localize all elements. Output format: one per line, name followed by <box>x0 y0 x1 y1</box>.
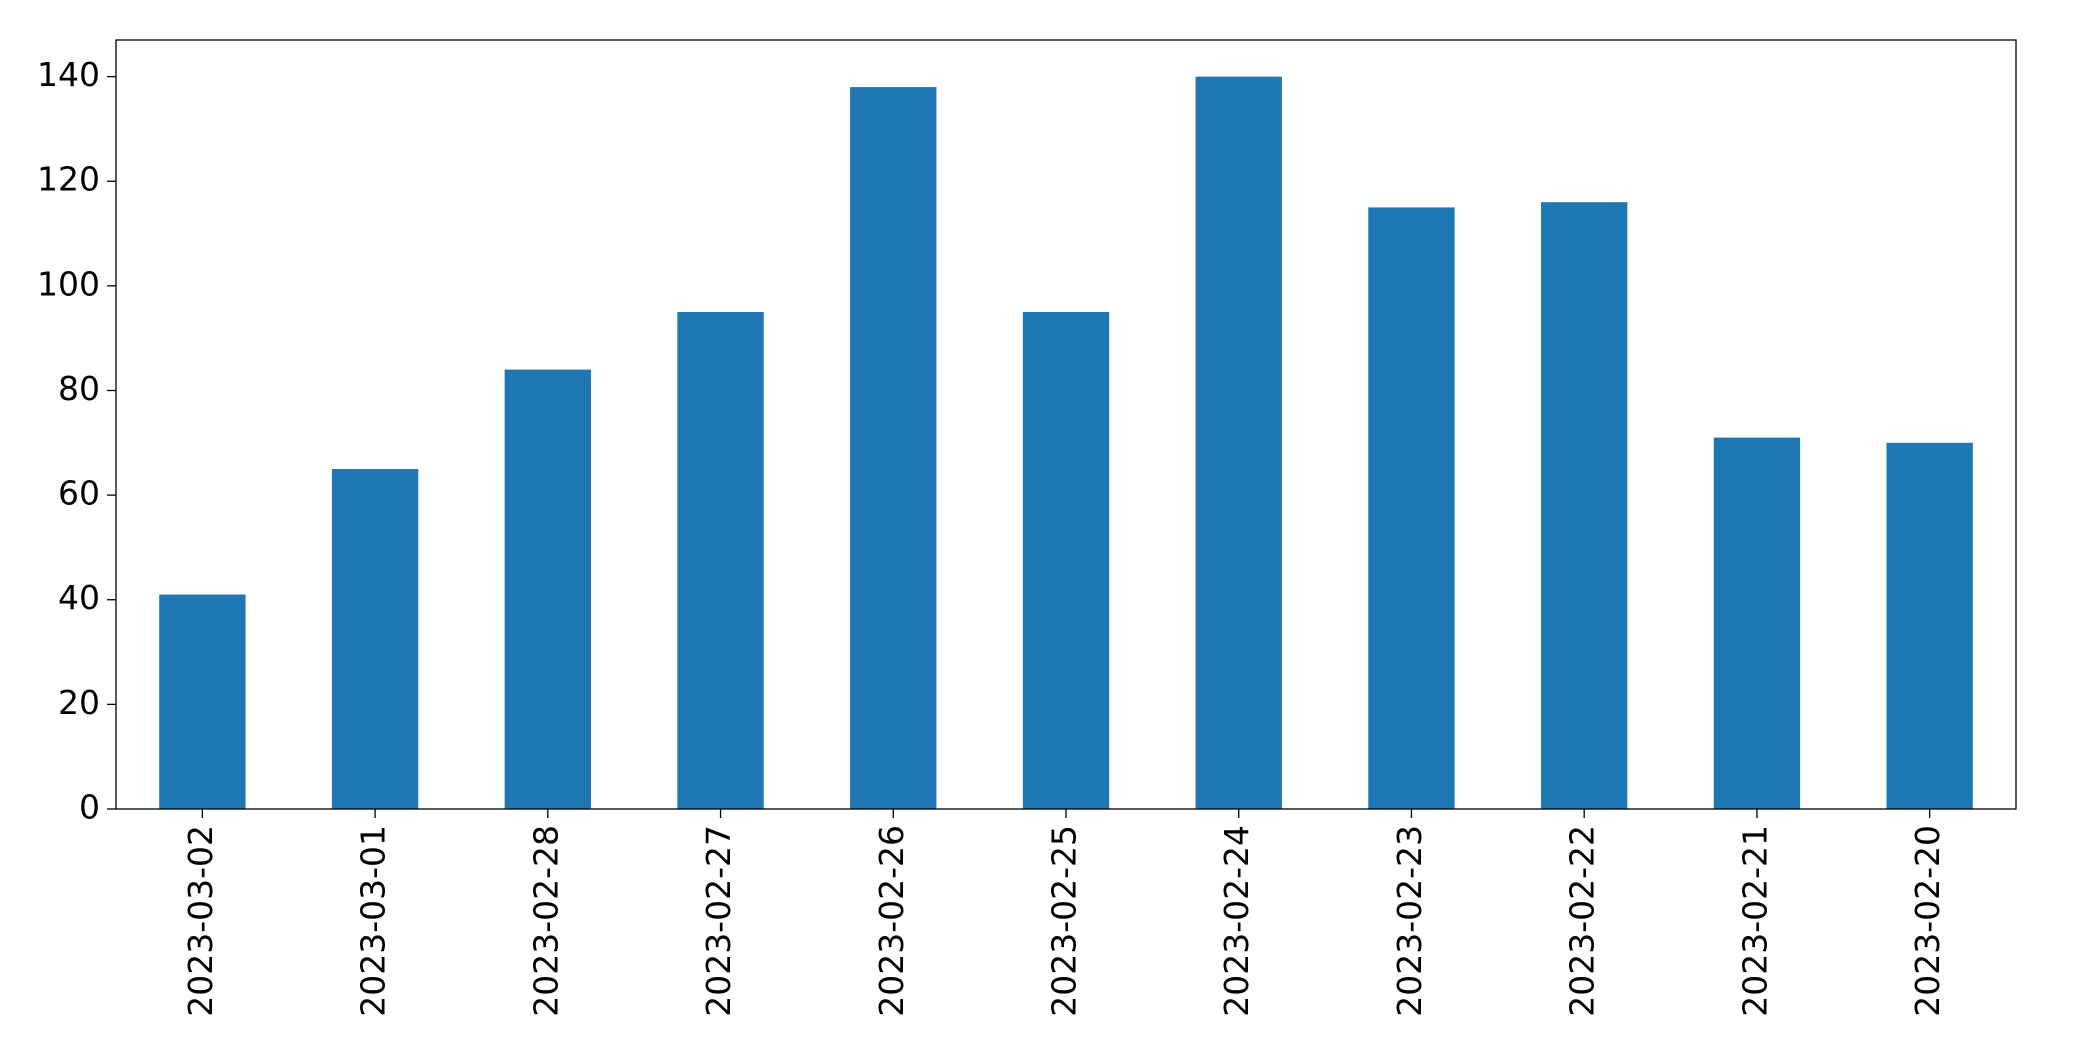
y-tick-label: 20 <box>58 683 100 722</box>
y-tick-label: 60 <box>58 474 100 513</box>
bar <box>159 594 246 809</box>
x-tick-label: 2023-02-27 <box>699 825 738 1017</box>
y-tick-label: 120 <box>37 160 100 199</box>
x-tick-label: 2023-02-24 <box>1217 825 1256 1017</box>
x-tick-label: 2023-03-02 <box>181 825 220 1017</box>
y-tick-label: 80 <box>58 369 100 408</box>
x-tick-label: 2023-03-01 <box>354 825 393 1017</box>
bar <box>1368 207 1455 809</box>
y-tick-label: 40 <box>58 578 100 617</box>
bar <box>331 468 419 809</box>
plot-frame <box>115 39 2017 810</box>
x-tick-label: 2023-02-20 <box>1908 825 1947 1017</box>
bar <box>850 87 937 809</box>
bar <box>1022 312 1110 809</box>
x-tick-label: 2023-02-26 <box>872 825 911 1017</box>
x-tick-label: 2023-02-22 <box>1563 825 1602 1017</box>
y-tick-label: 140 <box>37 55 100 94</box>
bar <box>1541 202 1628 810</box>
y-tick-label: 100 <box>37 264 100 303</box>
x-tick-label: 2023-02-21 <box>1735 825 1774 1017</box>
bar <box>1886 442 1973 809</box>
x-tick-label: 2023-02-28 <box>526 825 565 1017</box>
y-tick-label: 0 <box>79 788 100 827</box>
x-tick-label: 2023-02-23 <box>1390 825 1429 1017</box>
x-tick-label: 2023-02-25 <box>1045 825 1084 1017</box>
bar <box>1713 437 1801 809</box>
bar <box>504 369 591 809</box>
bar <box>1195 76 1282 810</box>
bar <box>677 312 764 809</box>
